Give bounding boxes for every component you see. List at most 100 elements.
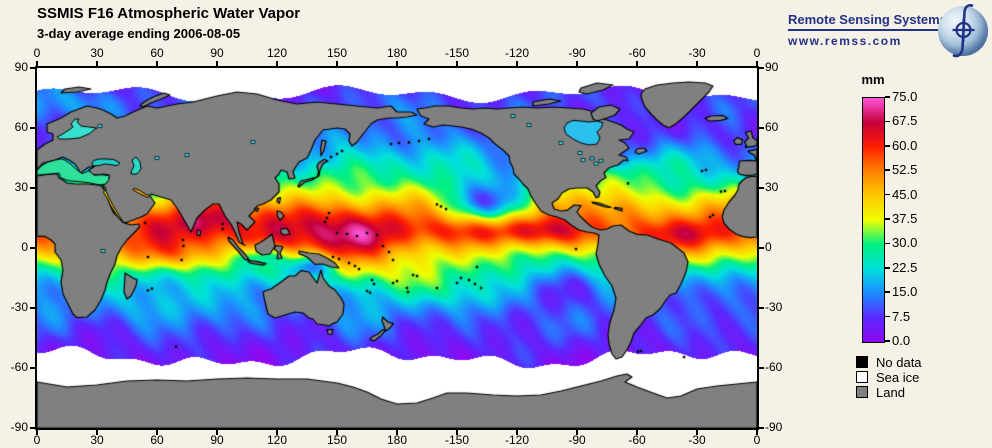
map-canvas	[37, 68, 757, 428]
lat-tick-label: 90	[765, 60, 779, 74]
tick-mark	[885, 340, 890, 342]
lon-tick-label: -150	[444, 46, 470, 60]
tick-mark	[396, 430, 398, 435]
tick-mark	[336, 430, 338, 435]
earth-globe-icon	[938, 6, 988, 56]
tick-mark	[885, 315, 890, 318]
tick-mark	[756, 430, 758, 435]
tick-mark	[696, 61, 698, 66]
lat-tick-label: 0	[765, 240, 772, 254]
lon-tick-label: 120	[266, 433, 288, 447]
page-title: SSMIS F16 Atmospheric Water Vapor	[37, 5, 301, 22]
lon-tick-label: -120	[504, 433, 530, 447]
tick-mark	[759, 307, 764, 309]
tick-mark	[216, 430, 218, 435]
tick-mark	[885, 242, 890, 245]
tick-mark	[885, 193, 890, 196]
tick-mark	[885, 267, 890, 269]
page-subtitle: 3-day average ending 2006-08-05	[37, 26, 241, 41]
rss-logo: Remote Sensing Systems www.remss.com	[788, 12, 947, 48]
lon-tick-label: 0	[753, 433, 761, 447]
tick-mark	[30, 367, 35, 369]
lon-tick-label: -30	[688, 46, 706, 60]
lat-tick-label: 90	[14, 60, 28, 74]
tick-mark	[156, 61, 158, 66]
colorbar-tick-label: 60.0	[892, 137, 918, 153]
colorbar-tick-label: 75.0	[892, 89, 918, 104]
tick-mark	[30, 187, 35, 189]
rss-logo-name: Remote Sensing Systems	[788, 12, 947, 31]
lat-tick-label: 60	[14, 120, 28, 134]
tick-mark	[885, 96, 890, 98]
tick-mark	[36, 61, 38, 66]
tick-mark	[216, 61, 218, 66]
lon-tick-label: 60	[150, 433, 164, 447]
lat-tick-label: 30	[765, 180, 779, 194]
tick-mark	[885, 169, 890, 171]
colorbar-tick-label: 52.5	[892, 162, 918, 178]
colorbar-tick-label: 30.0	[892, 235, 918, 251]
lon-tick-label: -120	[504, 46, 530, 60]
tick-mark	[576, 61, 578, 66]
lon-tick-label: -30	[688, 433, 706, 447]
lon-tick-label: 0	[33, 46, 41, 60]
tick-mark	[276, 430, 278, 435]
lat-tick-label: -30	[10, 300, 28, 314]
colorbar-tick-label: 15.0	[892, 284, 918, 300]
tick-mark	[759, 427, 764, 429]
colorbar-gradient	[863, 98, 884, 342]
lat-tick-label: 60	[765, 120, 779, 134]
lat-tick-label: -60	[10, 360, 28, 374]
tick-mark	[30, 127, 35, 129]
tick-mark	[756, 61, 758, 66]
colorbar-tick-label: 7.5	[892, 308, 911, 324]
lon-tick-label: 60	[150, 46, 164, 60]
lon-tick-label: 150	[326, 46, 348, 60]
tick-mark	[576, 430, 578, 435]
tick-mark	[759, 187, 764, 189]
colorbar-tick-label: 22.5	[892, 259, 918, 275]
tick-mark	[516, 61, 518, 66]
lon-tick-label: 90	[210, 46, 224, 60]
tick-mark	[516, 430, 518, 435]
tick-mark	[456, 430, 458, 435]
tick-mark	[30, 247, 35, 249]
lat-tick-label: -90	[10, 420, 28, 434]
lon-tick-label: 0	[753, 46, 761, 60]
colorbar-tick-label: 37.5	[892, 211, 918, 226]
legend-swatch-sea-ice	[856, 371, 868, 383]
tick-mark	[759, 127, 764, 129]
tick-mark	[885, 120, 890, 123]
lat-tick-label: -60	[765, 360, 783, 374]
legend-label: Land	[876, 385, 905, 400]
tick-mark	[96, 61, 98, 66]
lon-tick-label: -90	[568, 433, 586, 447]
colorbar-tick-label: 67.5	[892, 113, 918, 129]
legend-label: No data	[876, 355, 922, 370]
lat-tick-label: -30	[765, 300, 783, 314]
lon-tick-label: -60	[628, 433, 646, 447]
colorbar-tick-label: 0.0	[892, 333, 911, 348]
legend-swatch-no-data	[856, 356, 868, 368]
tick-mark	[696, 430, 698, 435]
map-frame	[35, 66, 759, 430]
legend-swatch-land	[856, 386, 868, 398]
lat-tick-label: 0	[21, 240, 28, 254]
lon-tick-label: -150	[444, 433, 470, 447]
tick-mark	[636, 61, 638, 66]
tick-mark	[30, 307, 35, 309]
tick-mark	[885, 218, 890, 220]
tick-mark	[885, 145, 890, 147]
lon-tick-label: -90	[568, 46, 586, 60]
tick-mark	[759, 67, 764, 69]
legend-label: Sea ice	[876, 370, 920, 385]
rss-logo-url[interactable]: www.remss.com	[788, 34, 902, 48]
lon-tick-label: -60	[628, 46, 646, 60]
tick-mark	[456, 61, 458, 66]
lat-tick-label: -90	[765, 420, 783, 434]
lon-tick-label: 180	[386, 46, 408, 60]
tick-mark	[156, 430, 158, 435]
lon-tick-label: 120	[266, 46, 288, 60]
tick-mark	[336, 61, 338, 66]
